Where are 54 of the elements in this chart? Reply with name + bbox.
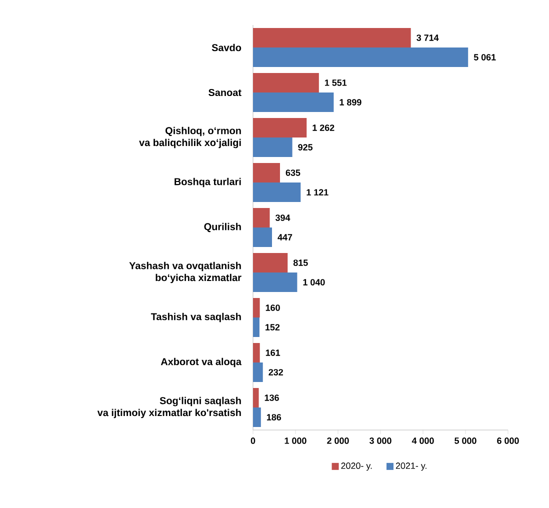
bar: [253, 343, 260, 363]
bar: [253, 138, 292, 158]
x-tick-label: 3 000: [369, 438, 392, 444]
data-label: 232: [268, 369, 283, 376]
bar: [253, 388, 259, 408]
y-tick-label: Yashash va ovqatlanish bo‘yicha xizmatlar: [129, 262, 242, 284]
data-label: 1 551: [325, 80, 347, 86]
y-tick-label: Axborot va aloqa: [160, 358, 242, 368]
data-label: 1 899: [340, 99, 362, 106]
data-label: 160: [266, 304, 280, 311]
bar: [253, 208, 270, 228]
y-tick-label: Sog‘liqni saqlash va ijtimoiy xizmatlar ko'rsatish: [97, 396, 241, 418]
data-label: 152: [266, 324, 280, 330]
data-label: 136: [264, 394, 279, 401]
bar: [253, 182, 301, 202]
bar: [253, 48, 468, 68]
y-tick-label: Qurilish: [204, 222, 241, 232]
x-tick-label: 2 000: [327, 438, 349, 444]
data-label: 635: [286, 170, 300, 176]
x-tick-label: 4 000: [412, 438, 434, 444]
data-label: 1 262: [312, 124, 334, 131]
y-tick-label: Qishloq, o‘rmon va baliqchilik xo‘jaligi: [139, 126, 241, 148]
bar: [253, 228, 272, 248]
y-tick-label: Savdo: [212, 44, 242, 52]
y-tick-label: Boshqa turlari: [174, 178, 241, 188]
x-tick-label: 5 000: [454, 438, 476, 444]
bar: [253, 362, 263, 382]
legend-label: 2021- y.: [396, 462, 426, 471]
data-label: 1 121: [306, 189, 328, 196]
bar: [253, 318, 260, 338]
bar: [253, 92, 334, 112]
bar: [253, 272, 298, 292]
bar: [253, 118, 307, 138]
bar: [253, 253, 288, 273]
bar: [253, 73, 319, 93]
x-tick-label: 6 000: [497, 438, 519, 444]
bar: [253, 28, 411, 48]
legend-label: 2020- y.: [341, 462, 372, 471]
data-label: 186: [266, 414, 282, 420]
data-label: 815: [293, 260, 308, 266]
y-tick-label: Sanoat: [208, 88, 242, 96]
data-label: 394: [275, 214, 290, 221]
data-label: 5 061: [474, 54, 496, 60]
data-label: 447: [278, 234, 292, 240]
bar: [253, 298, 260, 318]
x-tick-label: 0: [250, 438, 256, 444]
data-label: 3 714: [416, 34, 439, 41]
bar: [253, 408, 261, 428]
x-tick-label: 1 000: [284, 438, 306, 444]
bar: [253, 163, 280, 183]
y-tick-label: Tashish va saqlash: [150, 312, 241, 322]
data-label: 161: [266, 350, 280, 356]
data-label: 1 040: [303, 279, 325, 286]
data-label: 925: [298, 144, 313, 150]
